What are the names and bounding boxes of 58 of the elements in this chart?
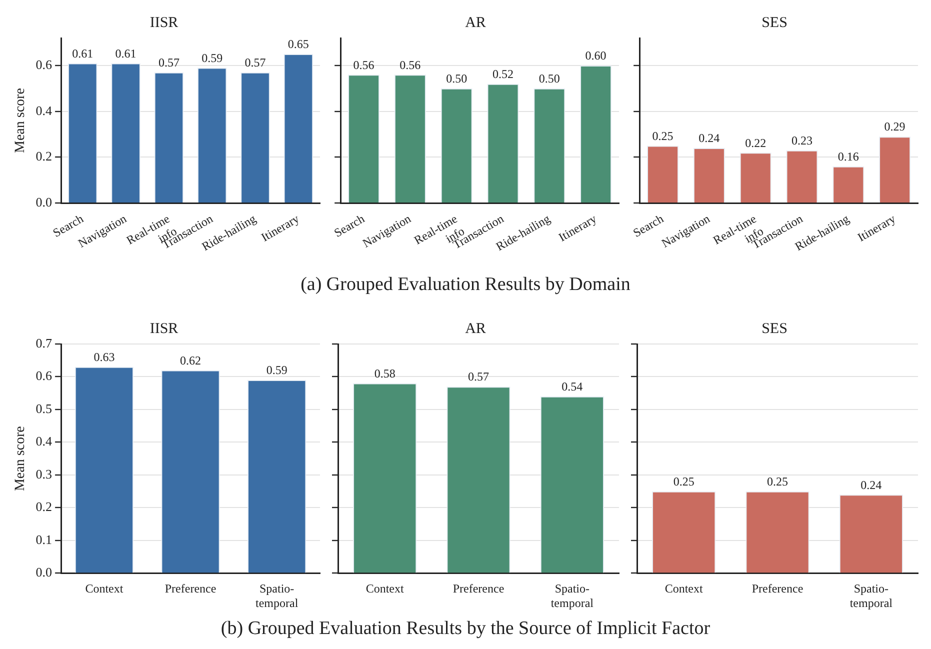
text: (a) Grouped Evaluation Results by Domain bbox=[300, 274, 632, 296]
data-label: 0.24 bbox=[698, 131, 720, 146]
data-label: 0.58 bbox=[374, 366, 396, 380]
chart-title: AR bbox=[465, 320, 486, 337]
data-label: 0.57 bbox=[158, 56, 180, 70]
x-tick-label: Preference bbox=[164, 582, 216, 596]
data-label: 0.60 bbox=[585, 48, 606, 63]
chart-title: SES bbox=[762, 14, 788, 31]
y-tick-label: 0.7 bbox=[36, 335, 53, 350]
y-tick-label: 0.2 bbox=[36, 499, 52, 514]
y-axis-title: Mean score bbox=[13, 426, 28, 492]
data-label: 0.54 bbox=[562, 380, 583, 394]
y-tick-label: 0.5 bbox=[36, 400, 52, 416]
x-tick-label: Spatio- temporal bbox=[550, 582, 594, 610]
chart-title: SES bbox=[762, 320, 788, 337]
chart-title: IISR bbox=[150, 14, 178, 31]
x-tick-label: Spatio- temporal bbox=[850, 582, 894, 610]
x-tick-label: Context bbox=[664, 582, 704, 596]
data-label: 0.59 bbox=[202, 50, 223, 65]
data-label: 0.50 bbox=[446, 72, 468, 86]
data-label: 0.61 bbox=[115, 46, 136, 60]
data-label: 0.29 bbox=[884, 120, 906, 134]
text: (b) Grouped Evaluation Results by the Source of Implicit Factor bbox=[220, 618, 712, 640]
data-label: 0.59 bbox=[266, 363, 288, 378]
data-label: 0.52 bbox=[492, 67, 514, 82]
y-tick-label: 0.3 bbox=[36, 466, 52, 482]
data-label: 0.63 bbox=[94, 350, 115, 364]
data-label: 0.24 bbox=[860, 478, 882, 492]
x-tick-label: Spatio- temporal bbox=[256, 582, 299, 610]
chart-title: AR bbox=[465, 14, 486, 31]
data-label: 0.23 bbox=[791, 133, 812, 148]
y-tick-label: 0.2 bbox=[36, 148, 52, 164]
data-label: 0.57 bbox=[244, 56, 266, 70]
data-label: 0.16 bbox=[838, 150, 859, 164]
y-tick-label: 0.4 bbox=[36, 102, 53, 118]
x-tick-label: Preference bbox=[752, 582, 804, 596]
data-label: 0.65 bbox=[288, 37, 309, 52]
chart-title: IISR bbox=[150, 320, 178, 337]
data-label: 0.56 bbox=[400, 58, 421, 72]
y-tick-label: 0.6 bbox=[36, 56, 53, 72]
y-tick-label: 0.0 bbox=[36, 194, 52, 210]
y-tick-label: 0.0 bbox=[36, 564, 52, 580]
data-label: 0.25 bbox=[673, 474, 694, 488]
y-tick-label: 0.4 bbox=[36, 434, 53, 449]
x-tick-label: Preference bbox=[452, 582, 504, 596]
data-label: 0.57 bbox=[468, 370, 489, 384]
data-label: 0.61 bbox=[72, 46, 94, 60]
data-label: 0.25 bbox=[652, 128, 674, 143]
y-tick-label: 0.1 bbox=[36, 532, 52, 547]
y-tick-label: 0.6 bbox=[36, 368, 53, 384]
data-label: 0.22 bbox=[745, 136, 766, 150]
x-tick-label: Context bbox=[366, 582, 404, 596]
data-label: 0.62 bbox=[180, 353, 202, 368]
data-label: 0.56 bbox=[353, 58, 374, 72]
data-label: 0.50 bbox=[538, 72, 560, 86]
y-axis-title: Mean score bbox=[13, 88, 28, 153]
data-label: 0.25 bbox=[767, 474, 788, 488]
x-tick-label: Context bbox=[85, 582, 124, 596]
